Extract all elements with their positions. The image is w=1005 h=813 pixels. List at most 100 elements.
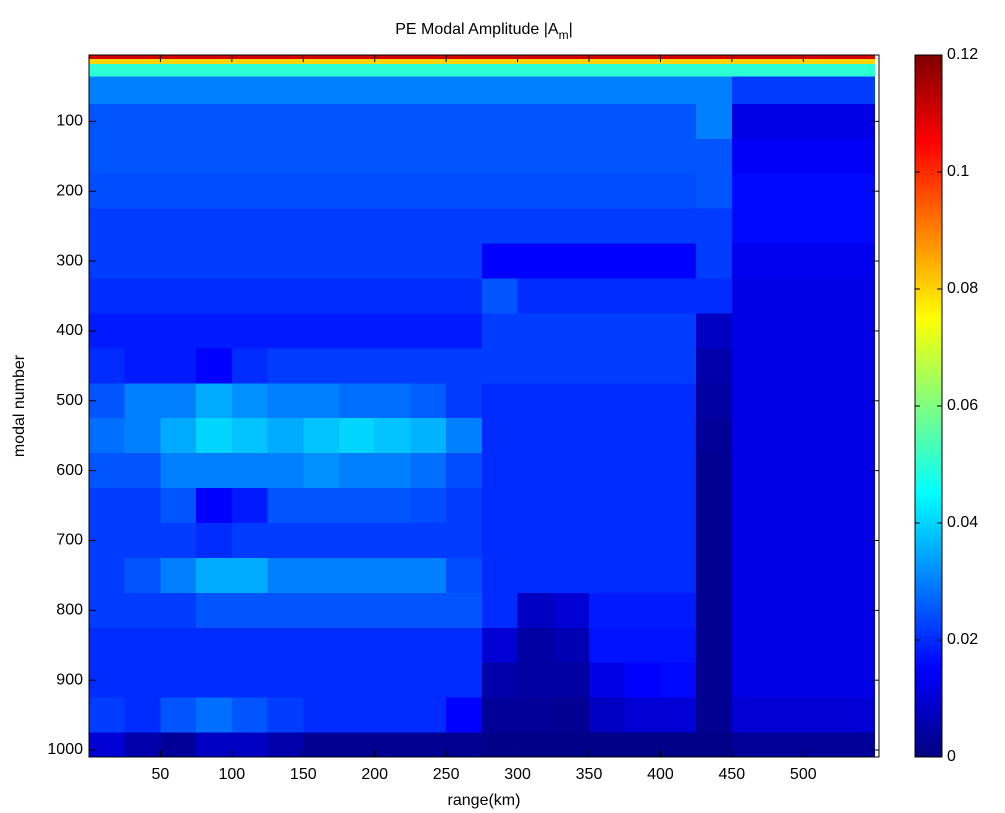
heatmap-cell <box>660 55 697 60</box>
colorbar-tick-label: 0.04 <box>947 514 978 531</box>
heatmap-cell <box>410 278 447 314</box>
heatmap-cell <box>374 173 411 210</box>
heatmap-cell <box>339 557 376 594</box>
heatmap-cell <box>267 732 304 757</box>
heatmap-cell <box>196 138 233 175</box>
chart-title: PE Modal Amplitude |Am| <box>395 21 573 42</box>
heatmap-cell <box>803 59 840 65</box>
heatmap-cell <box>731 208 769 245</box>
heatmap-cell <box>481 55 519 60</box>
heatmap-cell <box>410 313 447 349</box>
heatmap-cell <box>731 697 769 734</box>
heatmap-cell <box>481 243 519 280</box>
heatmap-cell <box>589 64 626 78</box>
heatmap-cell <box>446 523 483 559</box>
heatmap-cell <box>731 76 769 105</box>
heatmap-cell <box>124 488 161 524</box>
heatmap-cell <box>446 418 483 454</box>
x-tick-label: 450 <box>719 766 746 783</box>
heatmap-cell <box>196 418 233 454</box>
heatmap-cell <box>267 453 304 489</box>
y-tick-label: 100 <box>56 113 83 130</box>
heatmap-cell <box>696 313 733 349</box>
heatmap-cell <box>731 488 769 524</box>
heatmap-cell <box>124 278 161 314</box>
heatmap-cell <box>303 278 340 314</box>
heatmap-cell <box>374 557 411 594</box>
heatmap-cell <box>303 76 340 105</box>
heatmap-cell <box>553 76 590 105</box>
heatmap-cell <box>481 103 519 140</box>
heatmap-cell <box>481 523 519 559</box>
heatmap-cell <box>839 59 876 65</box>
heatmap-cell <box>517 488 554 524</box>
heatmap-cell <box>696 383 733 419</box>
heatmap-cell <box>339 59 376 65</box>
heatmap-cell <box>160 243 197 280</box>
heatmap-cell <box>839 557 876 594</box>
heatmap-cell <box>446 76 483 105</box>
heatmap-cell <box>446 55 483 60</box>
heatmap-cell <box>553 697 590 734</box>
heatmap-cell <box>446 383 483 419</box>
heatmap-cell <box>553 732 590 757</box>
heatmap-cell <box>839 173 876 210</box>
heatmap-cell <box>624 383 661 419</box>
heatmap-cell <box>767 453 804 489</box>
heatmap-cell <box>660 453 697 489</box>
heatmap-cell <box>731 627 769 664</box>
heatmap-cell <box>267 103 304 140</box>
heatmap-cell <box>589 138 626 175</box>
heatmap-cell <box>160 523 197 559</box>
heatmap-cell <box>660 278 697 314</box>
heatmap-cell <box>303 418 340 454</box>
heatmap-cell <box>339 76 376 105</box>
heatmap-cell <box>731 418 769 454</box>
heatmap-cell <box>303 103 340 140</box>
heatmap-cell <box>410 732 447 757</box>
heatmap-cell <box>696 453 733 489</box>
heatmap-cell <box>339 592 376 629</box>
heatmap-cell <box>231 208 269 245</box>
heatmap-cell <box>303 243 340 280</box>
heatmap-cell <box>696 208 733 245</box>
heatmap-cell <box>160 453 197 489</box>
heatmap-cell <box>267 523 304 559</box>
heatmap-cell <box>553 173 590 210</box>
heatmap <box>89 55 876 757</box>
heatmap-cell <box>624 313 661 349</box>
heatmap-cell <box>624 488 661 524</box>
heatmap-cell <box>410 488 447 524</box>
heatmap-cell <box>267 313 304 349</box>
heatmap-cell <box>446 662 483 699</box>
heatmap-cell <box>410 76 447 105</box>
heatmap-cell <box>731 313 769 349</box>
heatmap-cell <box>660 418 697 454</box>
heatmap-cell <box>481 418 519 454</box>
heatmap-cell <box>124 627 161 664</box>
heatmap-cell <box>481 173 519 210</box>
heatmap-cell <box>839 76 876 105</box>
heatmap-cell <box>731 557 769 594</box>
heatmap-cell <box>767 383 804 419</box>
heatmap-cell <box>624 592 661 629</box>
heatmap-cell <box>89 697 126 734</box>
heatmap-cell <box>446 592 483 629</box>
y-tick-label: 800 <box>56 602 83 619</box>
heatmap-cell <box>767 64 804 78</box>
heatmap-cell <box>339 627 376 664</box>
heatmap-cell <box>660 592 697 629</box>
heatmap-cell <box>660 103 697 140</box>
y-tick-label: 700 <box>56 532 83 549</box>
heatmap-cell <box>731 55 769 60</box>
heatmap-cell <box>589 313 626 349</box>
heatmap-cell <box>553 348 590 384</box>
heatmap-cell <box>731 103 769 140</box>
heatmap-cell <box>196 697 233 734</box>
heatmap-cell <box>446 627 483 664</box>
heatmap-cell <box>446 488 483 524</box>
heatmap-cell <box>553 627 590 664</box>
heatmap-cell <box>660 138 697 175</box>
heatmap-cell <box>517 697 554 734</box>
heatmap-cell <box>696 278 733 314</box>
